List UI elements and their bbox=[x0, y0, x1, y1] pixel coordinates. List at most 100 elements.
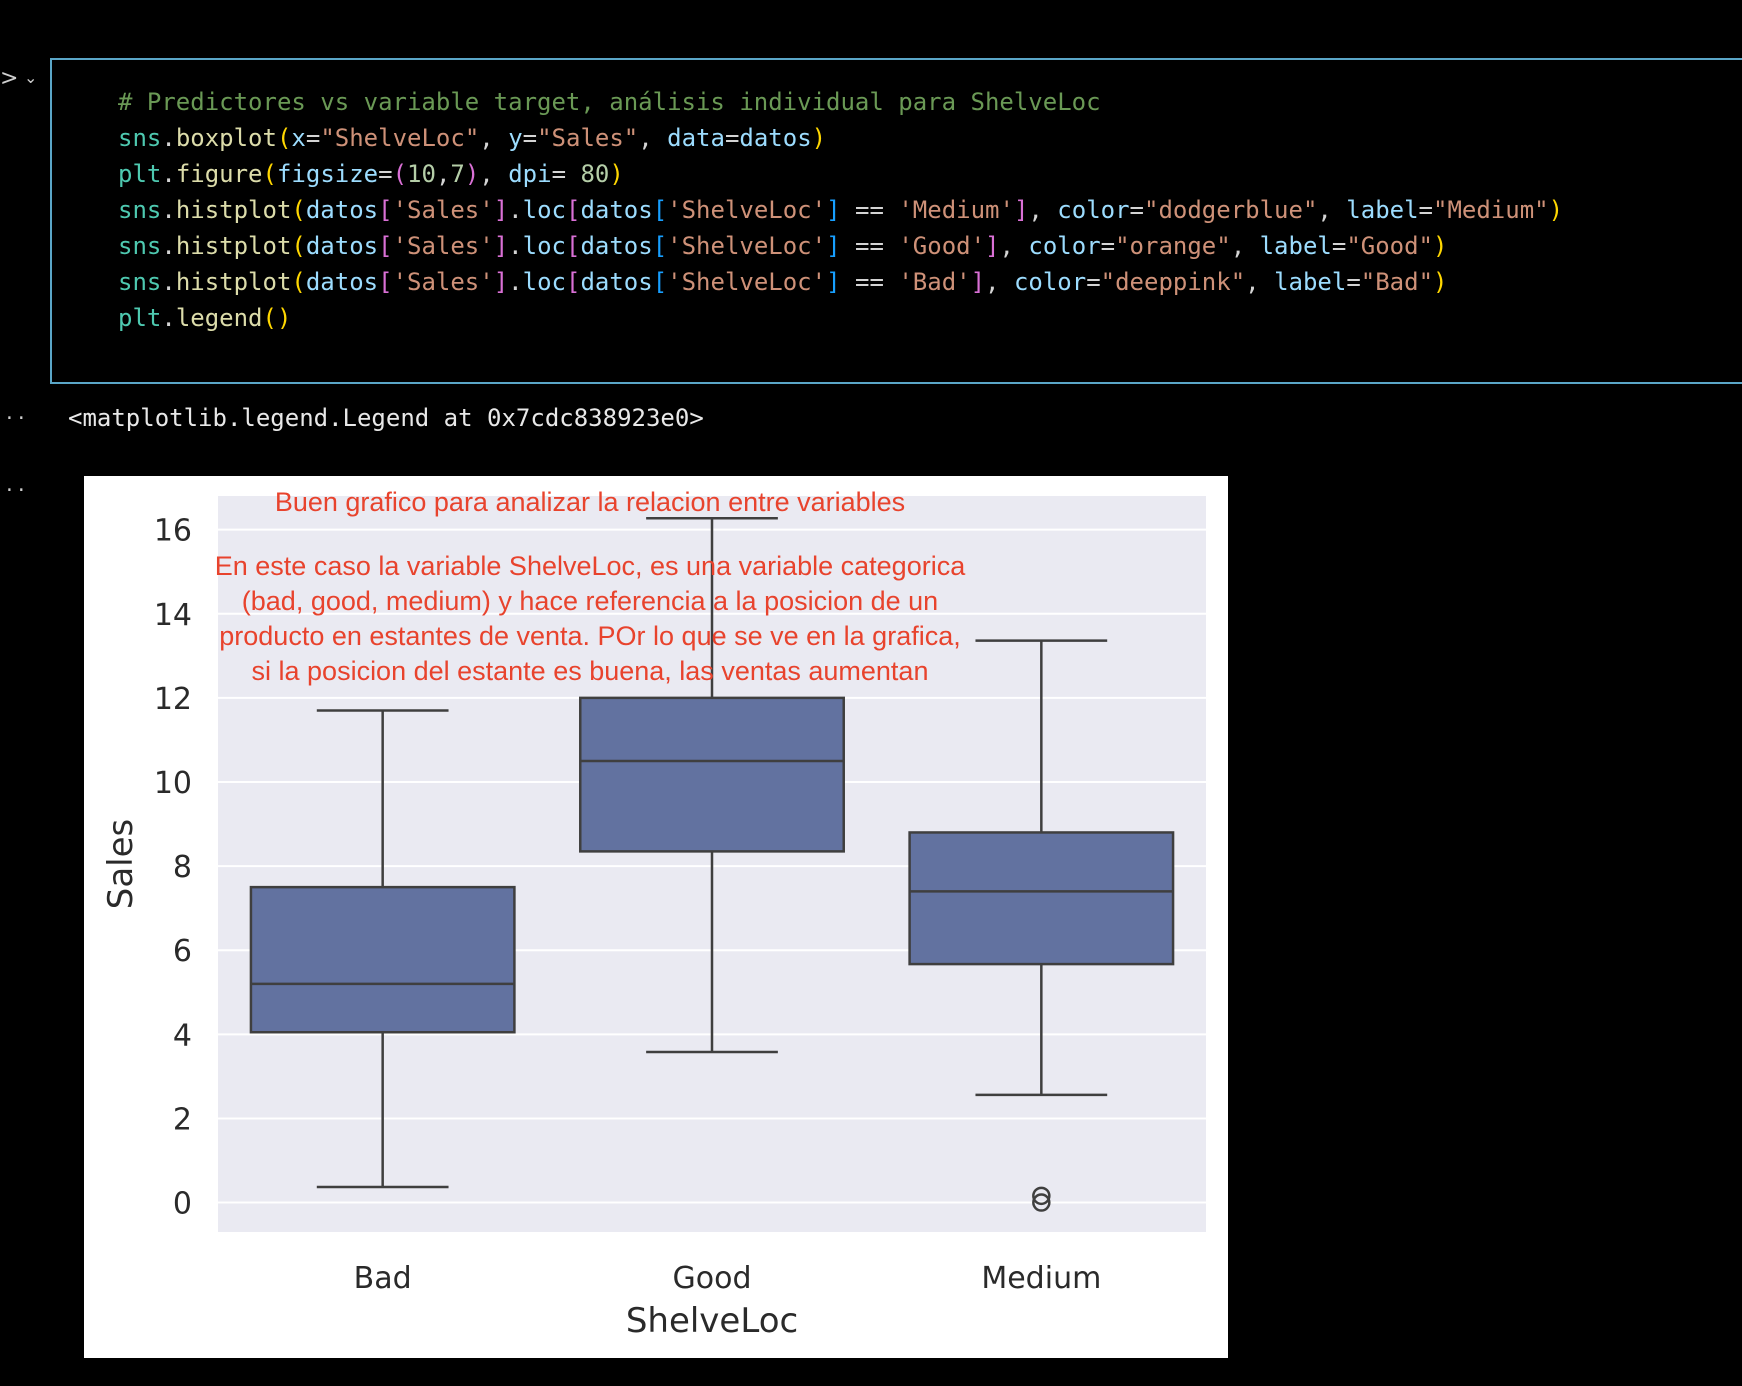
code-token: ( bbox=[262, 160, 277, 188]
code-token: () bbox=[262, 304, 292, 332]
annotation-title: Buen grafico para analizar la relacion e… bbox=[275, 487, 905, 517]
code-token: plt bbox=[118, 160, 162, 188]
y-tick-label: 16 bbox=[154, 514, 192, 549]
y-tick-label: 4 bbox=[173, 1018, 192, 1053]
code-line: sns.histplot(datos['Sales'].loc[datos['S… bbox=[118, 264, 1563, 300]
code-token: sns bbox=[118, 232, 162, 260]
code-token: [ bbox=[652, 196, 668, 224]
code-line: sns.histplot(datos['Sales'].loc[datos['S… bbox=[118, 192, 1563, 228]
code-token: 'Medium' bbox=[898, 196, 1014, 224]
code-token: [ bbox=[378, 196, 393, 224]
code-token: [ bbox=[378, 268, 393, 296]
code-line: sns.boxplot(x="ShelveLoc", y="Sales", da… bbox=[118, 120, 1563, 156]
code-editor[interactable]: # Predictores vs variable target, anális… bbox=[118, 84, 1563, 336]
code-token: data bbox=[667, 124, 725, 152]
box-medium bbox=[908, 831, 1175, 966]
code-token: 'Bad' bbox=[898, 268, 971, 296]
annotation-line: producto en estantes de venta. POr lo qu… bbox=[219, 621, 960, 651]
code-token: "dodgerblue" bbox=[1144, 196, 1318, 224]
code-token: dpi bbox=[508, 160, 552, 188]
code-token: ( bbox=[276, 124, 292, 152]
x-tick-label: Bad bbox=[354, 1261, 412, 1296]
code-token: , bbox=[638, 124, 668, 152]
code-cell[interactable]: # Predictores vs variable target, anális… bbox=[50, 58, 1742, 384]
boxplot-chart: 0 2 4 6 8 10 12 14 16 Bad Good Medium ShelveLoc Sales… bbox=[101, 487, 1206, 1341]
annotation-line: si la posicion del estante es buena, las… bbox=[252, 656, 929, 686]
code-token: histplot bbox=[175, 268, 292, 296]
code-token: figsize bbox=[276, 160, 379, 188]
code-token: , bbox=[1317, 196, 1347, 224]
x-tick-label: Good bbox=[673, 1261, 752, 1296]
code-line: plt.figure(figsize=(10,7), dpi= 80) bbox=[118, 156, 1563, 192]
annotation-line: En este caso la variable ShelveLoc, es u… bbox=[215, 551, 966, 581]
code-token: x bbox=[291, 124, 306, 152]
code-token: , bbox=[1230, 232, 1260, 260]
code-token: sns bbox=[118, 196, 162, 224]
code-token: loc bbox=[522, 232, 566, 260]
code-token: = bbox=[1100, 232, 1116, 260]
code-token: = bbox=[1129, 196, 1144, 224]
code-token: sns bbox=[118, 124, 162, 152]
code-token: = bbox=[305, 124, 321, 152]
code-token: . bbox=[161, 124, 176, 152]
code-token: = bbox=[1418, 196, 1433, 224]
code-token: [ bbox=[652, 268, 668, 296]
code-token: , bbox=[985, 268, 1014, 296]
code-token: . bbox=[161, 196, 176, 224]
code-token: "orange" bbox=[1115, 232, 1231, 260]
x-axis-title: ShelveLoc bbox=[626, 1301, 798, 1341]
code-token: legend bbox=[175, 304, 263, 332]
code-token: [ bbox=[652, 232, 668, 260]
code-token: [ bbox=[565, 196, 581, 224]
code-token: label bbox=[1274, 268, 1347, 296]
annotation-line: (bad, good, medium) y hace referencia a … bbox=[242, 586, 938, 616]
y-tick-label: 0 bbox=[173, 1187, 192, 1222]
output-menu-icon-2[interactable]: ·· bbox=[4, 480, 28, 501]
collapse-chevron-icon[interactable]: ⌄ bbox=[24, 68, 38, 87]
code-token: ] bbox=[985, 232, 1000, 260]
code-token: datos bbox=[580, 268, 653, 296]
code-token: histplot bbox=[175, 232, 292, 260]
code-token: datos bbox=[305, 268, 379, 296]
code-token: loc bbox=[522, 196, 566, 224]
code-token: 10 bbox=[407, 160, 436, 188]
code-token: . bbox=[508, 232, 523, 260]
outlier-point bbox=[1032, 1186, 1051, 1206]
code-token: datos bbox=[580, 196, 653, 224]
code-token: ) bbox=[1433, 268, 1448, 296]
code-token: , bbox=[999, 232, 1029, 260]
box-good bbox=[579, 696, 845, 853]
code-token: = bbox=[1086, 268, 1101, 296]
y-tick-label: 14 bbox=[154, 598, 192, 633]
code-token: # Predictores vs variable target, anális… bbox=[118, 88, 1101, 116]
code-token: 'ShelveLoc' bbox=[667, 232, 827, 260]
code-token: 'Sales' bbox=[392, 232, 494, 260]
code-token: . bbox=[161, 304, 176, 332]
code-token: [ bbox=[565, 268, 581, 296]
code-token: [ bbox=[378, 232, 393, 260]
code-token: , bbox=[479, 124, 509, 152]
code-token: , bbox=[1245, 268, 1275, 296]
code-token: color bbox=[1057, 196, 1130, 224]
y-axis-title: Sales bbox=[101, 819, 141, 910]
code-token: datos bbox=[305, 232, 379, 260]
code-token: = bbox=[551, 160, 581, 188]
code-token: ] bbox=[826, 196, 841, 224]
code-token: 'Sales' bbox=[392, 268, 494, 296]
y-tick-label: 2 bbox=[173, 1102, 192, 1137]
code-token: 'ShelveLoc' bbox=[667, 196, 827, 224]
code-token: . bbox=[508, 268, 523, 296]
code-line: plt.legend() bbox=[118, 300, 1563, 336]
run-cell-icon[interactable]: > bbox=[0, 66, 19, 91]
code-token: = bbox=[1346, 268, 1361, 296]
y-tick-label: 6 bbox=[173, 934, 192, 969]
code-token: == bbox=[840, 268, 899, 296]
code-token: datos bbox=[580, 232, 653, 260]
code-token: . bbox=[161, 268, 176, 296]
outlier-point bbox=[1032, 1193, 1051, 1212]
code-token: datos bbox=[739, 124, 812, 152]
output-menu-icon[interactable]: ·· bbox=[4, 408, 28, 429]
code-token: = bbox=[1331, 232, 1347, 260]
code-token: sns bbox=[118, 268, 162, 296]
